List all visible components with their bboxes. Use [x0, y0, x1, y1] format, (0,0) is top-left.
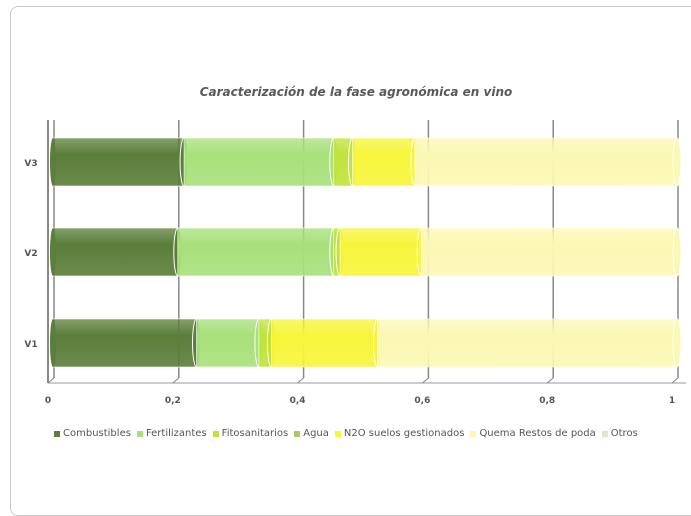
- legend-item: N2O suelos gestionados: [334, 428, 465, 439]
- legend-swatch: [54, 430, 60, 437]
- legend-item: Agua: [294, 428, 329, 439]
- bar-left-cap: [50, 228, 56, 276]
- legend-item: Otros: [601, 428, 638, 439]
- gridline: [297, 377, 304, 384]
- bar-segment: [377, 318, 678, 368]
- bar-left-cap: [50, 138, 56, 186]
- bar-segment: [177, 227, 335, 277]
- legend-item: Fertilizantes: [136, 428, 207, 439]
- bar-segment: [52, 318, 197, 368]
- legend-item: Quema Restos de poda: [470, 428, 596, 439]
- legend-label: Combustibles: [63, 428, 131, 439]
- legend-swatch: [294, 430, 301, 437]
- gridline: [172, 377, 180, 384]
- bar-segment: [52, 137, 185, 187]
- y-category-label: V1: [24, 340, 37, 350]
- bar-segment: [183, 137, 335, 187]
- x-tick-label: 0,6: [414, 396, 430, 406]
- x-tick-label: 0,2: [165, 396, 181, 406]
- gridline: [671, 377, 679, 384]
- legend-item: Combustibles: [54, 428, 131, 439]
- bar-left-cap: [50, 319, 56, 367]
- chart-legend: Combustibles Fertilizantes Fitosanitarios A…: [54, 428, 684, 439]
- legend-swatch: [136, 430, 143, 437]
- bar-segment: [339, 227, 422, 277]
- legend-swatch: [212, 430, 219, 437]
- x-tick-label: 0,4: [290, 396, 306, 406]
- legend-label: N2O suelos gestionados: [343, 428, 465, 439]
- bar-segment: [414, 137, 678, 187]
- y-category-label: V3: [24, 159, 37, 169]
- bar-segment: [420, 227, 678, 277]
- x-tick-label: 1: [669, 396, 675, 406]
- legend-label: Agua: [303, 428, 329, 439]
- bar-segment: [271, 318, 378, 368]
- gridline: [546, 377, 554, 384]
- bar-segment: [196, 318, 260, 368]
- legend-swatch: [601, 430, 608, 437]
- x-tick-label: 0,8: [539, 396, 555, 406]
- bar-segment: [52, 227, 179, 277]
- legend-label: Fertilizantes: [145, 428, 207, 439]
- legend-label: Quema Restos de poda: [479, 428, 596, 439]
- bar-segment-cap: [672, 137, 682, 187]
- bar-segment-cap: [672, 227, 682, 277]
- chart-title: Caracterización de la fase agronómica en…: [200, 85, 513, 99]
- legend-label: Otros: [610, 428, 638, 439]
- x-tick-label: 0: [45, 396, 51, 406]
- bar-segment: [352, 137, 416, 187]
- gridline: [422, 377, 429, 384]
- bar-segment-cap: [672, 318, 682, 368]
- legend-swatch: [334, 430, 341, 437]
- legend-label: Fitosanitarios: [221, 428, 289, 439]
- y-category-label: V2: [24, 249, 37, 259]
- legend-item: Fitosanitarios: [212, 428, 289, 439]
- gridline: [47, 377, 55, 384]
- legend-swatch: [470, 430, 477, 437]
